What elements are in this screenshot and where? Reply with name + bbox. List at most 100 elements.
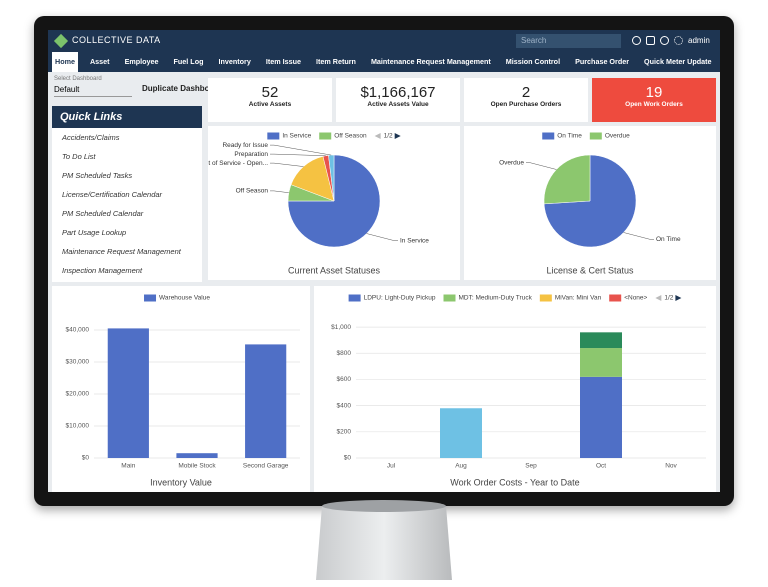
nav-item[interactable]: Item Issue [265,57,301,66]
nav-bar: Home Asset Employee Fuel Log Inventory Item I… [48,52,720,72]
legend-swatch [589,132,602,140]
y-tick-label: $600 [337,376,352,383]
x-tick-label: Second Garage [243,463,289,470]
legend-page: 1/2 [384,133,393,140]
quick-link[interactable]: Part Usage Lookup [62,228,127,237]
x-tick-label: Jul [387,463,396,470]
kpi-value: 19 [645,84,663,101]
x-tick-label: Nov [665,463,677,470]
legend-label: On Time [557,133,582,140]
nav-item[interactable]: Quick Meter Update [644,57,712,66]
bar [107,328,149,458]
bar-segment [440,408,482,458]
leader-line [270,144,332,156]
quick-link[interactable]: Accidents/Claims [62,133,120,142]
y-tick-label: $0 [344,455,352,462]
slice-label: Overdue [499,159,524,166]
kpi-value: $1,166,167 [360,84,436,101]
y-tick-label: $0 [82,455,90,462]
y-tick-label: $200 [337,429,352,436]
nav-item[interactable]: Home [52,52,78,72]
logo-text: COLLECTIVE DATA [72,35,161,45]
search-box[interactable]: Search [516,34,621,48]
legend-prev[interactable] [374,133,381,139]
quick-links: Quick Links Accidents/Claims To Do List PM… [52,106,202,294]
icon[interactable] [632,36,641,45]
bar [245,344,287,458]
legend-swatch [144,294,157,302]
y-tick-label: $400 [337,402,352,409]
legend: Warehouse Value [144,294,210,302]
icon[interactable] [674,36,683,45]
legend-label: <None> [624,295,647,302]
y-tick-label: $20,000 [66,391,90,398]
icon[interactable] [660,36,669,45]
leader-line [526,162,557,170]
user[interactable]: admin [688,36,710,45]
legend-label: In Service [282,133,311,140]
nav-item[interactable]: Asset [89,57,110,66]
legend-swatch [443,294,456,302]
pie-slice [543,154,591,205]
logo[interactable]: COLLECTIVE DATA [53,33,161,48]
nav-item[interactable]: Maintenance Request Management [370,57,491,66]
leader-line [270,153,326,157]
kpi-card[interactable]: 19 Open Work Orders [592,78,716,122]
x-tick-label: Mobile Stock [178,463,216,470]
quick-links-list: Accidents/Claims To Do List PM Scheduled T… [52,128,202,299]
dashboard-controls: Select Dashboard Default Duplicate Dashb… [52,76,222,102]
duplicate-button[interactable]: Duplicate Dashboard [142,84,223,93]
kpi-card[interactable]: 52 Active Assets [208,78,332,122]
legend-swatch [609,294,622,302]
slice-label: On Time [656,236,681,243]
nav-item[interactable]: Employee [124,57,159,66]
quick-link[interactable]: PM Scheduled Calendar [62,209,144,218]
nav-item[interactable]: Inventory [218,57,251,66]
nav-item[interactable]: Fuel Log [173,57,204,66]
nav-item[interactable]: Item Return [316,57,356,66]
kpi-card[interactable]: 2 Open Purchase Orders [464,78,588,122]
chart-title: License & Cert Status [546,265,634,275]
chart-panel: In Service Off Season 1/2 Current Asset Sta… [200,126,460,280]
icon[interactable] [646,36,655,45]
quick-links-title: Quick Links [52,106,202,128]
kpi-card[interactable]: $1,166,167 Active Assets Value [336,78,460,122]
quick-link[interactable]: Maintenance Request Management [62,247,181,256]
y-tick-label: $10,000 [66,423,90,430]
quick-link[interactable]: License/Certification Calendar [62,190,163,199]
bar-segment [580,332,622,349]
nav-item[interactable]: Purchase Order [575,57,630,66]
chart-title: Work Order Costs - Year to Date [450,477,579,487]
chart-panel: On Time Overdue License & Cert Status On Ti… [464,126,716,280]
nav-item[interactable]: Mission Control [505,57,561,66]
leader-line [270,162,304,167]
quick-link[interactable]: PM Scheduled Tasks [62,171,133,180]
dashboard-select[interactable]: Default [54,83,132,97]
kpi-label: Open Purchase Orders [490,101,562,108]
bar-segment [580,376,622,458]
screen: COLLECTIVE DATA Search admin Home Asset Em… [48,30,720,492]
kpi-row: 52 Active Assets $1,166,167 Active Assets V… [208,78,716,122]
legend-label: Warehouse Value [159,295,210,302]
chart: Warehouse Value Inventory Value $0 $10,000 $… [66,294,300,487]
bar-segment [580,348,622,377]
leader-line [270,190,289,193]
legend-label: Off Season [334,133,367,140]
kpi-value: 52 [261,84,279,101]
legend: In Service Off Season 1/2 [267,132,401,140]
kpi-label: Open Work Orders [625,101,683,108]
x-tick-label: Main [121,463,135,470]
chart-title: Inventory Value [150,477,212,487]
y-tick-label: $40,000 [66,327,90,334]
legend-next[interactable] [394,133,401,139]
legend-prev[interactable] [655,295,662,301]
quick-link[interactable]: To Do List [62,152,96,161]
kpi-value: 2 [521,84,531,101]
chart-title: Current Asset Statuses [288,265,381,275]
legend: LDPU: Light-Duty Pickup MDT: Medium-Duty … [348,294,682,302]
y-tick-label: $800 [337,350,352,357]
quick-link[interactable]: Inspection Management [62,266,143,275]
legend-next[interactable] [675,295,682,301]
kpi-label: Active Assets [248,101,292,108]
